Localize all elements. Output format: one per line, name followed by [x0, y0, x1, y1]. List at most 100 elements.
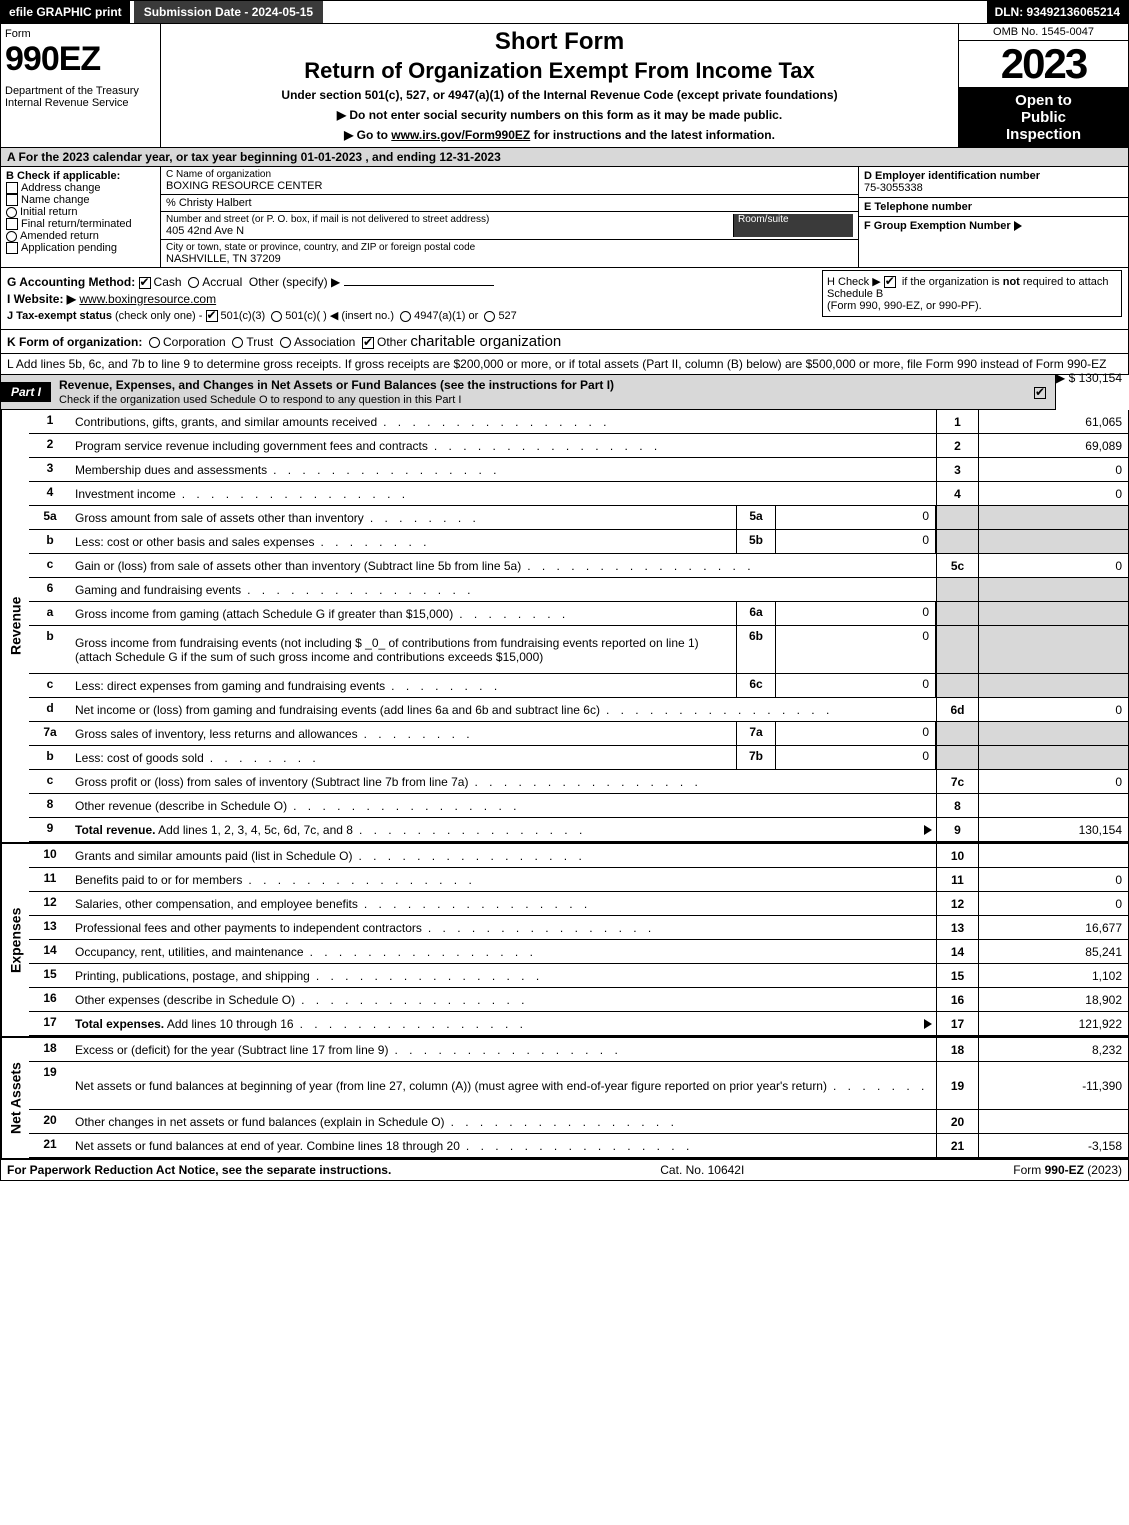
- room-label: Room/suite: [738, 214, 853, 225]
- line-desc: Membership dues and assessments. . . . .…: [71, 458, 936, 481]
- k-corp: Corporation: [163, 335, 226, 349]
- line-value: 0: [978, 482, 1128, 505]
- j-4947-radio[interactable]: [400, 311, 411, 322]
- line-value: 1,102: [978, 964, 1128, 987]
- chk-address-change[interactable]: Address change: [6, 182, 155, 194]
- exp-row-13: 13Professional fees and other payments t…: [29, 916, 1128, 940]
- line-value: 16,677: [978, 916, 1128, 939]
- sub-line-number: 7b: [736, 746, 776, 769]
- sub-line-value: 0: [776, 674, 936, 697]
- line-ref: 12: [936, 892, 978, 915]
- chk-final-return[interactable]: Final return/terminated: [6, 218, 155, 230]
- line-desc: Gross sales of inventory, less returns a…: [71, 722, 736, 745]
- h-not: not: [1003, 276, 1020, 288]
- g-other-input[interactable]: [344, 285, 494, 286]
- revenue-label: Revenue: [1, 410, 29, 842]
- line-value: 0: [978, 458, 1128, 481]
- sub-line-number: 7a: [736, 722, 776, 745]
- part1-schedule-o-check[interactable]: [1034, 387, 1046, 399]
- line-number: 18: [29, 1038, 71, 1061]
- open-l2: Public: [963, 109, 1124, 126]
- line-ref: 7c: [936, 770, 978, 793]
- rev-row-2: 2Program service revenue including gover…: [29, 434, 1128, 458]
- rev-row-8: 8Other revenue (describe in Schedule O).…: [29, 794, 1128, 818]
- chk-amended-return[interactable]: Amended return: [6, 230, 155, 242]
- line-number: 3: [29, 458, 71, 481]
- j-501c-radio[interactable]: [271, 311, 282, 322]
- exp-row-16: 16Other expenses (describe in Schedule O…: [29, 988, 1128, 1012]
- line-desc: Gaming and fundraising events. . . . . .…: [71, 578, 936, 601]
- line-ref: 5c: [936, 554, 978, 577]
- k-assoc-radio[interactable]: [280, 337, 291, 348]
- part-sub: Check if the organization used Schedule …: [59, 394, 461, 406]
- chk-name-change[interactable]: Name change: [6, 194, 155, 206]
- k-trust-radio[interactable]: [232, 337, 243, 348]
- line-desc: Net assets or fund balances at beginning…: [71, 1062, 936, 1109]
- sub-line-value: 0: [776, 602, 936, 625]
- sub-line-value: 0: [776, 506, 936, 529]
- short-form-title: Short Form: [169, 28, 950, 56]
- line-number: d: [29, 698, 71, 721]
- line-desc: Salaries, other compensation, and employ…: [71, 892, 936, 915]
- chk-application-pending[interactable]: Application pending: [6, 242, 155, 254]
- h-text1: H Check ▶: [827, 276, 884, 288]
- line-value: [978, 722, 1128, 745]
- open-public-inspection: Open to Public Inspection: [959, 88, 1128, 147]
- j-527-radio[interactable]: [484, 311, 495, 322]
- j-o4: 527: [498, 310, 516, 322]
- netassets-section: Net Assets 18Excess or (deficit) for the…: [0, 1036, 1129, 1160]
- line-ref: 13: [936, 916, 978, 939]
- rev-row-5a: 5aGross amount from sale of assets other…: [29, 506, 1128, 530]
- efile-label[interactable]: efile GRAPHIC print: [1, 1, 130, 23]
- j-501c3-check[interactable]: [206, 310, 218, 322]
- chk-initial-return[interactable]: Initial return: [6, 206, 155, 218]
- j-o3: 4947(a)(1) or: [414, 310, 478, 322]
- b-header: B Check if applicable:: [6, 170, 155, 182]
- irs-link[interactable]: www.irs.gov/Form990EZ: [391, 128, 530, 142]
- line-ref: [936, 602, 978, 625]
- line-value: 18,902: [978, 988, 1128, 1011]
- line-ref: 15: [936, 964, 978, 987]
- line-number: c: [29, 554, 71, 577]
- sub-line-value: 0: [776, 746, 936, 769]
- line-number: 1: [29, 410, 71, 433]
- g-accrual-radio[interactable]: [188, 277, 199, 288]
- netassets-label: Net Assets: [1, 1038, 29, 1158]
- line-desc: Professional fees and other payments to …: [71, 916, 936, 939]
- rev-row-3: 3Membership dues and assessments. . . . …: [29, 458, 1128, 482]
- block-bcdef: B Check if applicable: Address change Na…: [0, 167, 1129, 268]
- line-desc: Grants and similar amounts paid (list in…: [71, 844, 936, 867]
- line-value: 69,089: [978, 434, 1128, 457]
- line-number: 14: [29, 940, 71, 963]
- line-ref: 2: [936, 434, 978, 457]
- j-sub: (check only one) -: [115, 310, 202, 322]
- row-l: L Add lines 5b, 6c, and 7b to line 9 to …: [0, 354, 1129, 375]
- open-l3: Inspection: [963, 126, 1124, 143]
- dln-label: DLN: 93492136065214: [987, 1, 1128, 23]
- line-number: 20: [29, 1110, 71, 1133]
- ein-value: 75-3055338: [864, 182, 923, 194]
- website-link[interactable]: www.boxingresource.com: [79, 292, 216, 306]
- line-ref: [936, 746, 978, 769]
- line-ref: 17: [936, 1012, 978, 1035]
- k-assoc: Association: [294, 335, 355, 349]
- k-other-check[interactable]: [362, 337, 374, 349]
- line-desc: Other changes in net assets or fund bala…: [71, 1110, 936, 1133]
- h-checkbox[interactable]: [884, 276, 896, 288]
- k-other: Other: [377, 335, 407, 349]
- l-text: L Add lines 5b, 6c, and 7b to line 9 to …: [7, 357, 1106, 371]
- line-desc: Gross amount from sale of assets other t…: [71, 506, 736, 529]
- line-number: b: [29, 746, 71, 769]
- line-value: [978, 746, 1128, 769]
- k-corp-radio[interactable]: [149, 337, 160, 348]
- line-ref: 9: [936, 818, 978, 841]
- omb-number: OMB No. 1545-0047: [959, 24, 1128, 41]
- org-name: BOXING RESOURCE CENTER: [166, 180, 853, 192]
- j-o1: 501(c)(3): [221, 310, 266, 322]
- g-cash-check[interactable]: [139, 277, 151, 289]
- line-ref: 6d: [936, 698, 978, 721]
- line-value: [978, 578, 1128, 601]
- exp-row-11: 11Benefits paid to or for members. . . .…: [29, 868, 1128, 892]
- main-title: Return of Organization Exempt From Incom…: [169, 58, 950, 84]
- dept-label: Department of the Treasury Internal Reve…: [5, 85, 156, 109]
